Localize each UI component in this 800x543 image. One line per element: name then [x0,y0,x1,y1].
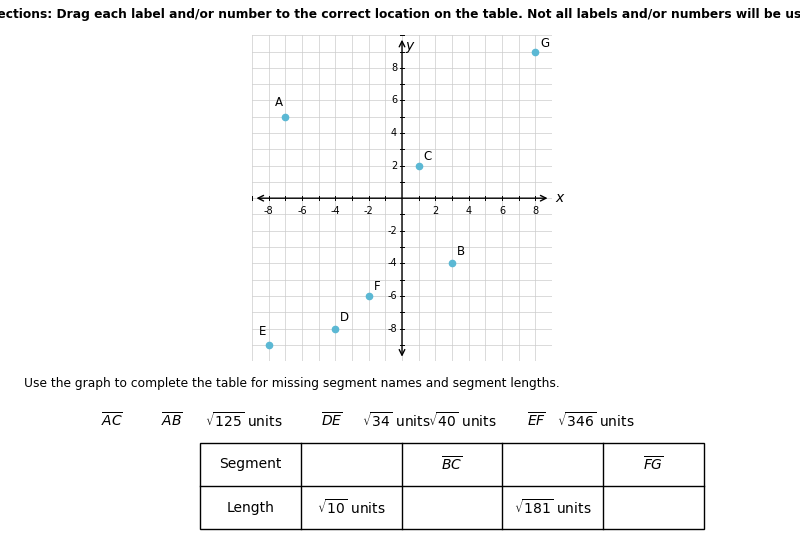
Text: B: B [457,245,465,258]
Text: Length: Length [226,501,274,515]
Text: E: E [258,325,266,338]
Text: $\sqrt{181}$ units: $\sqrt{181}$ units [514,498,591,517]
Text: A: A [275,96,283,109]
Text: x: x [555,191,563,205]
Text: Segment: Segment [219,457,282,471]
Text: 6: 6 [391,96,397,105]
Text: 8: 8 [532,206,538,216]
Text: $\sqrt{10}$ units: $\sqrt{10}$ units [317,498,386,517]
Text: Use the graph to complete the table for missing segment names and segment length: Use the graph to complete the table for … [24,377,560,390]
Text: $\sqrt{125}$ units: $\sqrt{125}$ units [206,412,282,430]
Text: C: C [424,150,432,163]
Text: $\overline{DE}$: $\overline{DE}$ [322,412,342,430]
Text: -2: -2 [387,226,397,236]
Text: 6: 6 [499,206,505,216]
Text: $\overline{AC}$: $\overline{AC}$ [101,412,123,430]
Text: 8: 8 [391,63,397,73]
Text: y: y [406,39,414,53]
Text: -8: -8 [264,206,274,216]
Text: -4: -4 [387,258,397,268]
Text: $\overline{AB}$: $\overline{AB}$ [161,412,183,430]
Text: Directions: Drag each label and/or number to the correct location on the table. : Directions: Drag each label and/or numbe… [0,8,800,21]
Text: -4: -4 [330,206,340,216]
Text: $\sqrt{34}$ units: $\sqrt{34}$ units [362,412,430,430]
Text: 4: 4 [391,128,397,138]
Text: $\overline{BC}$: $\overline{BC}$ [442,455,462,473]
Text: 4: 4 [466,206,472,216]
Text: -6: -6 [387,291,397,301]
Text: $\sqrt{346}$ units: $\sqrt{346}$ units [558,412,634,430]
Text: -8: -8 [387,324,397,333]
Text: $\overline{EF}$: $\overline{EF}$ [526,412,546,430]
Text: -6: -6 [297,206,307,216]
Text: $\overline{FG}$: $\overline{FG}$ [643,455,664,473]
Text: D: D [340,311,350,324]
Text: -2: -2 [364,206,374,216]
Text: 2: 2 [432,206,438,216]
Text: F: F [374,280,380,293]
Text: 2: 2 [390,161,397,171]
Text: G: G [540,37,550,50]
Text: $\sqrt{40}$ units: $\sqrt{40}$ units [428,412,497,430]
